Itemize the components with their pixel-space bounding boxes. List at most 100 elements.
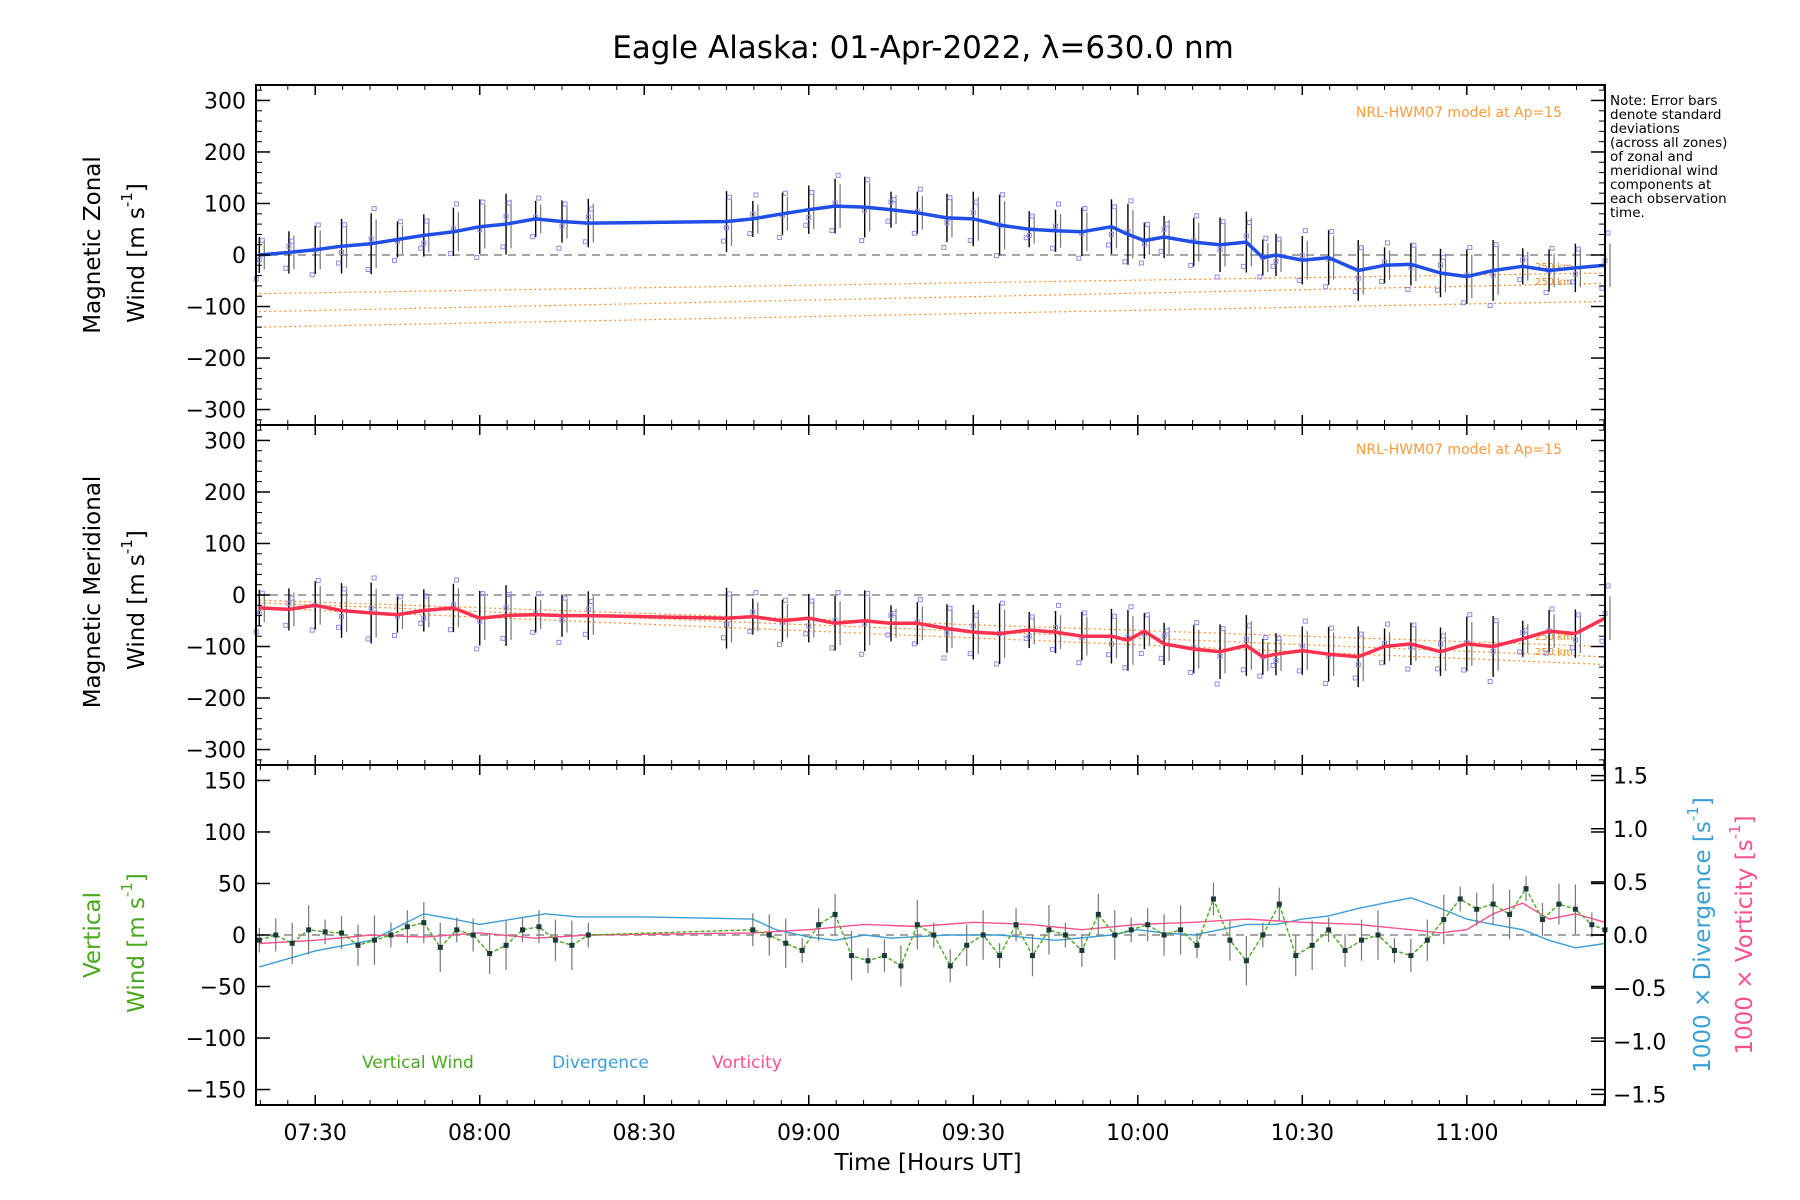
zone-sample bbox=[1549, 606, 1555, 612]
vertical-wind-point bbox=[256, 937, 262, 943]
zone-sample bbox=[970, 210, 976, 216]
zone-sample bbox=[1161, 633, 1167, 639]
zone-sample bbox=[453, 577, 459, 583]
zone-sample bbox=[1405, 666, 1411, 672]
vertical-wind-point bbox=[355, 942, 361, 948]
zone-sample bbox=[536, 591, 542, 597]
vertical-ylabel-line1: Vertical bbox=[80, 892, 106, 978]
zone-sample bbox=[1490, 648, 1496, 654]
zone-sample bbox=[1411, 622, 1417, 628]
vertical-wind-point bbox=[1441, 917, 1447, 923]
vertical-wind-point bbox=[569, 942, 575, 948]
zone-sample bbox=[1076, 660, 1082, 666]
zone-sample bbox=[941, 244, 947, 250]
zone-sample bbox=[1437, 262, 1443, 268]
zone-sample bbox=[1276, 635, 1282, 641]
vertical-wind-point bbox=[898, 963, 904, 969]
zone-sample bbox=[1246, 623, 1252, 629]
zone-sample bbox=[1108, 231, 1114, 237]
y-tick-label: −300 bbox=[186, 399, 246, 424]
zone-sample bbox=[1029, 614, 1035, 620]
vertical-series-layer bbox=[256, 876, 1608, 987]
vertical-wind-point bbox=[1424, 937, 1430, 943]
zone-sample bbox=[1270, 263, 1276, 269]
zone-sample bbox=[994, 253, 1000, 259]
zone-sample bbox=[1385, 240, 1391, 246]
zone-sample bbox=[256, 610, 262, 616]
zone-sample bbox=[1437, 641, 1443, 647]
zone-sample bbox=[1056, 201, 1062, 207]
zone-sample bbox=[256, 257, 262, 263]
vertical-wind-point bbox=[1490, 901, 1496, 907]
zone-sample bbox=[1434, 666, 1440, 672]
y-tick-label: 300 bbox=[204, 89, 246, 114]
zonal-series-layer bbox=[253, 172, 1611, 328]
vertical-wind-point bbox=[289, 940, 295, 946]
zonal-ylabel-unit: Wind [m s bbox=[124, 207, 150, 323]
y2-tick-label: −0.5 bbox=[1613, 977, 1666, 1002]
zone-sample bbox=[480, 591, 486, 597]
zone-sample bbox=[1128, 198, 1134, 204]
meridional-y-ticks: 300 200 100 0 −100 −200 −300 bbox=[186, 429, 1605, 764]
zone-sample bbox=[559, 223, 565, 229]
zonal-ylabel: Magnetic Zonal Wind [m s-1] bbox=[80, 156, 150, 334]
zone-sample bbox=[559, 617, 565, 623]
zonal-y-ticks: 300 200 100 0 −100 −200 −300 bbox=[186, 89, 1605, 424]
panel-frames bbox=[255, 84, 1606, 1106]
y-tick-label: 0 bbox=[232, 584, 246, 609]
vertical-wind-point bbox=[1178, 927, 1184, 933]
vertical-wind-point bbox=[914, 922, 920, 928]
meridional-ylabel-unit: Wind [m s bbox=[124, 554, 150, 670]
zone-sample bbox=[776, 641, 782, 647]
altitude-label: 250 km bbox=[1535, 647, 1573, 658]
zone-sample bbox=[1220, 626, 1226, 632]
vertical-wind-point bbox=[1408, 953, 1414, 959]
zone-sample bbox=[342, 586, 348, 592]
zone-sample bbox=[397, 594, 403, 600]
vertical-wind-point bbox=[750, 927, 756, 933]
zone-sample bbox=[1572, 271, 1578, 277]
zone-sample bbox=[1053, 223, 1059, 229]
zone-sample bbox=[1243, 636, 1249, 642]
zone-sample bbox=[1082, 610, 1088, 616]
zone-sample bbox=[721, 635, 727, 641]
zone-sample bbox=[1487, 303, 1493, 309]
zone-sample bbox=[806, 623, 812, 629]
zone-sample bbox=[835, 172, 841, 178]
vertical-wind-point bbox=[371, 937, 377, 943]
y2-tick-label: 0.0 bbox=[1613, 924, 1648, 949]
zone-sample bbox=[973, 612, 979, 618]
vertical-wind-point bbox=[766, 932, 772, 938]
vertical-wind-point bbox=[1556, 901, 1562, 907]
zone-sample bbox=[1188, 262, 1194, 268]
zone-sample bbox=[1026, 633, 1032, 639]
zone-sample bbox=[753, 590, 759, 596]
zone-sample bbox=[1076, 255, 1082, 261]
zone-sample bbox=[1194, 213, 1200, 219]
zone-sample bbox=[1257, 673, 1263, 679]
zone-sample bbox=[391, 632, 397, 638]
zone-sample bbox=[973, 199, 979, 205]
vertical-wind-point bbox=[1474, 906, 1480, 912]
vertical-wind-point bbox=[1523, 886, 1529, 892]
vorticity-ylabel-exp: -1 bbox=[1726, 824, 1744, 839]
vertical-wind-point bbox=[1457, 896, 1463, 902]
zone-sample bbox=[1276, 236, 1282, 242]
note-line: meridional wind bbox=[1610, 163, 1718, 179]
meridional-ylabel-close: ] bbox=[124, 530, 150, 539]
zone-sample bbox=[1302, 228, 1308, 234]
vertical-wind-point bbox=[816, 922, 822, 928]
vertical-wind-point bbox=[1161, 932, 1167, 938]
zone-sample bbox=[1158, 248, 1164, 254]
vertical-wind-point bbox=[1326, 927, 1332, 933]
vertical-wind-point bbox=[1572, 906, 1578, 912]
zone-sample bbox=[530, 629, 536, 635]
meridional-ylabel-line2: Wind [m s-1] bbox=[118, 530, 150, 670]
zone-sample bbox=[1355, 275, 1361, 281]
vertical-wind-point bbox=[1507, 911, 1513, 917]
zone-sample bbox=[336, 624, 342, 630]
zone-sample bbox=[750, 211, 756, 217]
zone-sample bbox=[342, 222, 348, 228]
note-line: denote standard bbox=[1610, 107, 1721, 123]
